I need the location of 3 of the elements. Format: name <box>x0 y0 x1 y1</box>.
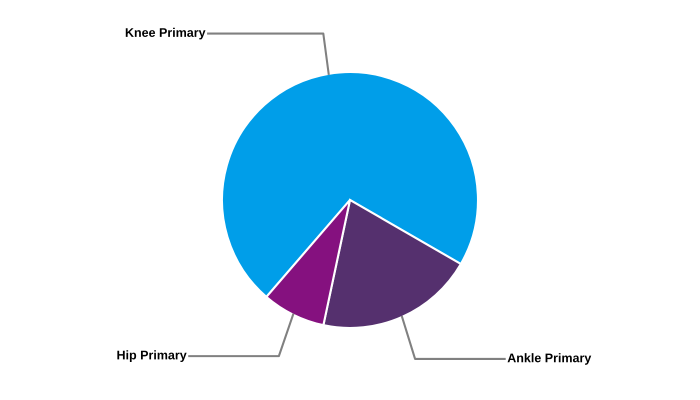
slice-label: Knee Primary <box>126 28 206 40</box>
slice-label: Ankle Primary <box>508 353 592 365</box>
slice-label: Hip Primary <box>117 350 187 362</box>
